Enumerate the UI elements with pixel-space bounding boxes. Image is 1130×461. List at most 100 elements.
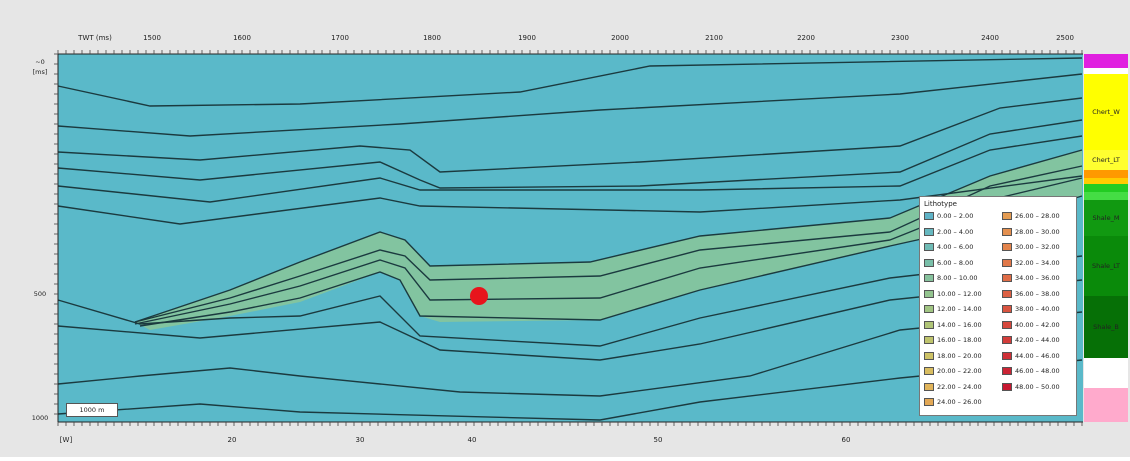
legend-swatch bbox=[1002, 382, 1012, 391]
horizon-line bbox=[57, 359, 1083, 421]
legend-item: 14.00 – 16.00 bbox=[924, 320, 982, 330]
top-axis-label: 2000 bbox=[611, 34, 629, 42]
top-axis-label: 2500 bbox=[1056, 34, 1074, 42]
top-axis-label: 1600 bbox=[233, 34, 251, 42]
legend-item: 28.00 – 30.00 bbox=[1002, 227, 1060, 237]
top-axis-label: 1500 bbox=[143, 34, 161, 42]
top-axis-label: 1900 bbox=[518, 34, 536, 42]
top-axis-label: 2300 bbox=[891, 34, 909, 42]
legend-item: 22.00 – 24.00 bbox=[924, 382, 982, 392]
strat-segment bbox=[1084, 358, 1128, 388]
legend-item: 4.00 – 6.00 bbox=[924, 242, 973, 252]
legend-item: 8.00 – 10.00 bbox=[924, 273, 977, 283]
left-axis: ~0 [ms] 500 1000 bbox=[32, 53, 59, 422]
legend-item: 38.00 – 40.00 bbox=[1002, 304, 1060, 314]
legend-label: 44.00 – 46.00 bbox=[1015, 351, 1060, 360]
legend-label: 20.00 – 22.00 bbox=[937, 367, 982, 375]
legend-label: 30.00 – 32.00 bbox=[1015, 243, 1060, 251]
legend-swatch bbox=[924, 305, 934, 313]
horizon-line bbox=[57, 135, 1083, 203]
strat-segment bbox=[1084, 388, 1128, 422]
legend-item: 48.00 – 50.00 bbox=[1002, 382, 1060, 392]
legend-item: 6.00 – 8.00 bbox=[924, 258, 973, 268]
legend-label: 24.00 – 26.00 bbox=[937, 398, 982, 406]
legend-item: 24.00 – 26.00 bbox=[924, 397, 982, 407]
legend-label: 6.00 – 8.00 bbox=[937, 258, 974, 267]
legend-title: Lithotype bbox=[924, 200, 957, 208]
legend-label: 16.00 – 18.00 bbox=[937, 336, 982, 344]
top-axis-label: 1700 bbox=[331, 34, 349, 42]
top-axis-label: TWT (ms) bbox=[77, 34, 112, 42]
left-axis-label: [ms] bbox=[33, 68, 48, 76]
strat-segment bbox=[1084, 54, 1128, 68]
legend-item: 16.00 – 18.00 bbox=[924, 335, 982, 345]
legend-item: 0.00 – 2.00 bbox=[924, 211, 973, 221]
strat-segment bbox=[1084, 68, 1128, 74]
legend-swatch bbox=[924, 258, 934, 267]
strat-segment bbox=[1084, 178, 1128, 184]
top-axis-label: 2100 bbox=[705, 34, 723, 42]
scale-bar: 1000 m bbox=[66, 403, 118, 417]
legend-label: 34.00 – 36.00 bbox=[1015, 274, 1060, 282]
legend-label: 10.00 – 12.00 bbox=[937, 289, 982, 298]
legend-swatch bbox=[924, 367, 934, 375]
legend-swatch bbox=[1002, 289, 1012, 298]
legend: Lithotype 0.00 – 2.00 2.00 – 4.00 4.00 – 6… bbox=[919, 196, 1077, 416]
bottom-axis-label: 40 bbox=[468, 436, 477, 444]
legend-label: 4.00 – 6.00 bbox=[937, 243, 974, 251]
legend-label: 0.00 – 2.00 bbox=[937, 212, 974, 220]
legend-label: 40.00 – 42.00 bbox=[1015, 320, 1060, 329]
legend-label: 28.00 – 30.00 bbox=[1015, 227, 1060, 236]
legend-swatch bbox=[1002, 367, 1012, 375]
bottom-axis: [W] 20 30 40 50 60 bbox=[57, 421, 1083, 444]
top-axis-label: 2400 bbox=[981, 34, 999, 42]
legend-item: 40.00 – 42.00 bbox=[1002, 320, 1060, 330]
legend-label: 26.00 – 28.00 bbox=[1015, 212, 1060, 220]
legend-label: 14.00 – 16.00 bbox=[937, 320, 982, 329]
legend-item: 18.00 – 20.00 bbox=[924, 351, 982, 361]
strat-segment bbox=[1084, 170, 1128, 178]
legend-item: 34.00 – 36.00 bbox=[1002, 273, 1060, 283]
legend-swatch bbox=[924, 243, 934, 251]
legend-swatch bbox=[924, 351, 934, 360]
legend-label: 32.00 – 34.00 bbox=[1015, 258, 1060, 267]
left-axis-label: 1000 bbox=[32, 414, 49, 422]
horizon-line bbox=[57, 97, 1083, 173]
legend-item: 10.00 – 12.00 bbox=[924, 289, 982, 299]
legend-item: 42.00 – 44.00 bbox=[1002, 335, 1060, 345]
legend-item: 2.00 – 4.00 bbox=[924, 227, 973, 237]
top-axis: TWT (ms) 1500 1600 1700 1800 1900 2000 2100 2200… bbox=[57, 34, 1083, 55]
legend-item: 12.00 – 14.00 bbox=[924, 304, 982, 314]
left-axis-label: 500 bbox=[34, 290, 46, 298]
bottom-axis-label: 50 bbox=[654, 436, 663, 444]
legend-swatch bbox=[1002, 305, 1012, 313]
legend-swatch bbox=[1002, 258, 1012, 267]
legend-label: 8.00 – 10.00 bbox=[937, 274, 978, 282]
legend-item: 44.00 – 46.00 bbox=[1002, 351, 1060, 361]
legend-label: 46.00 – 48.00 bbox=[1015, 367, 1060, 375]
bottom-axis-label: [W] bbox=[60, 436, 73, 444]
top-axis-label: 2200 bbox=[797, 34, 815, 42]
legend-label: 12.00 – 14.00 bbox=[937, 305, 982, 313]
legend-swatch bbox=[1002, 336, 1012, 344]
legend-label: 18.00 – 20.00 bbox=[937, 351, 982, 360]
legend-label: 38.00 – 40.00 bbox=[1015, 305, 1060, 313]
legend-swatch bbox=[924, 320, 934, 329]
bottom-axis-label: 20 bbox=[228, 436, 237, 444]
horizon-line bbox=[57, 255, 1083, 347]
legend-swatch bbox=[924, 274, 934, 282]
legend-swatch bbox=[924, 227, 934, 236]
horizon-line bbox=[57, 175, 1083, 225]
strat-segment: Shale_M bbox=[1084, 200, 1128, 236]
bottom-axis-label: 60 bbox=[842, 436, 851, 444]
well-marker[interactable] bbox=[470, 287, 488, 305]
horizon-line bbox=[57, 311, 1083, 397]
legend-item: 30.00 – 32.00 bbox=[1002, 242, 1060, 252]
horizon-line bbox=[57, 57, 1083, 107]
left-axis-label: ~0 bbox=[35, 58, 45, 66]
stratigraphic-column: Chert_W Chert_LT Shale_M Shale_LT Shale_B bbox=[1084, 54, 1128, 422]
bottom-axis-label: 30 bbox=[356, 436, 365, 444]
strat-segment bbox=[1084, 192, 1128, 200]
legend-swatch bbox=[924, 382, 934, 391]
